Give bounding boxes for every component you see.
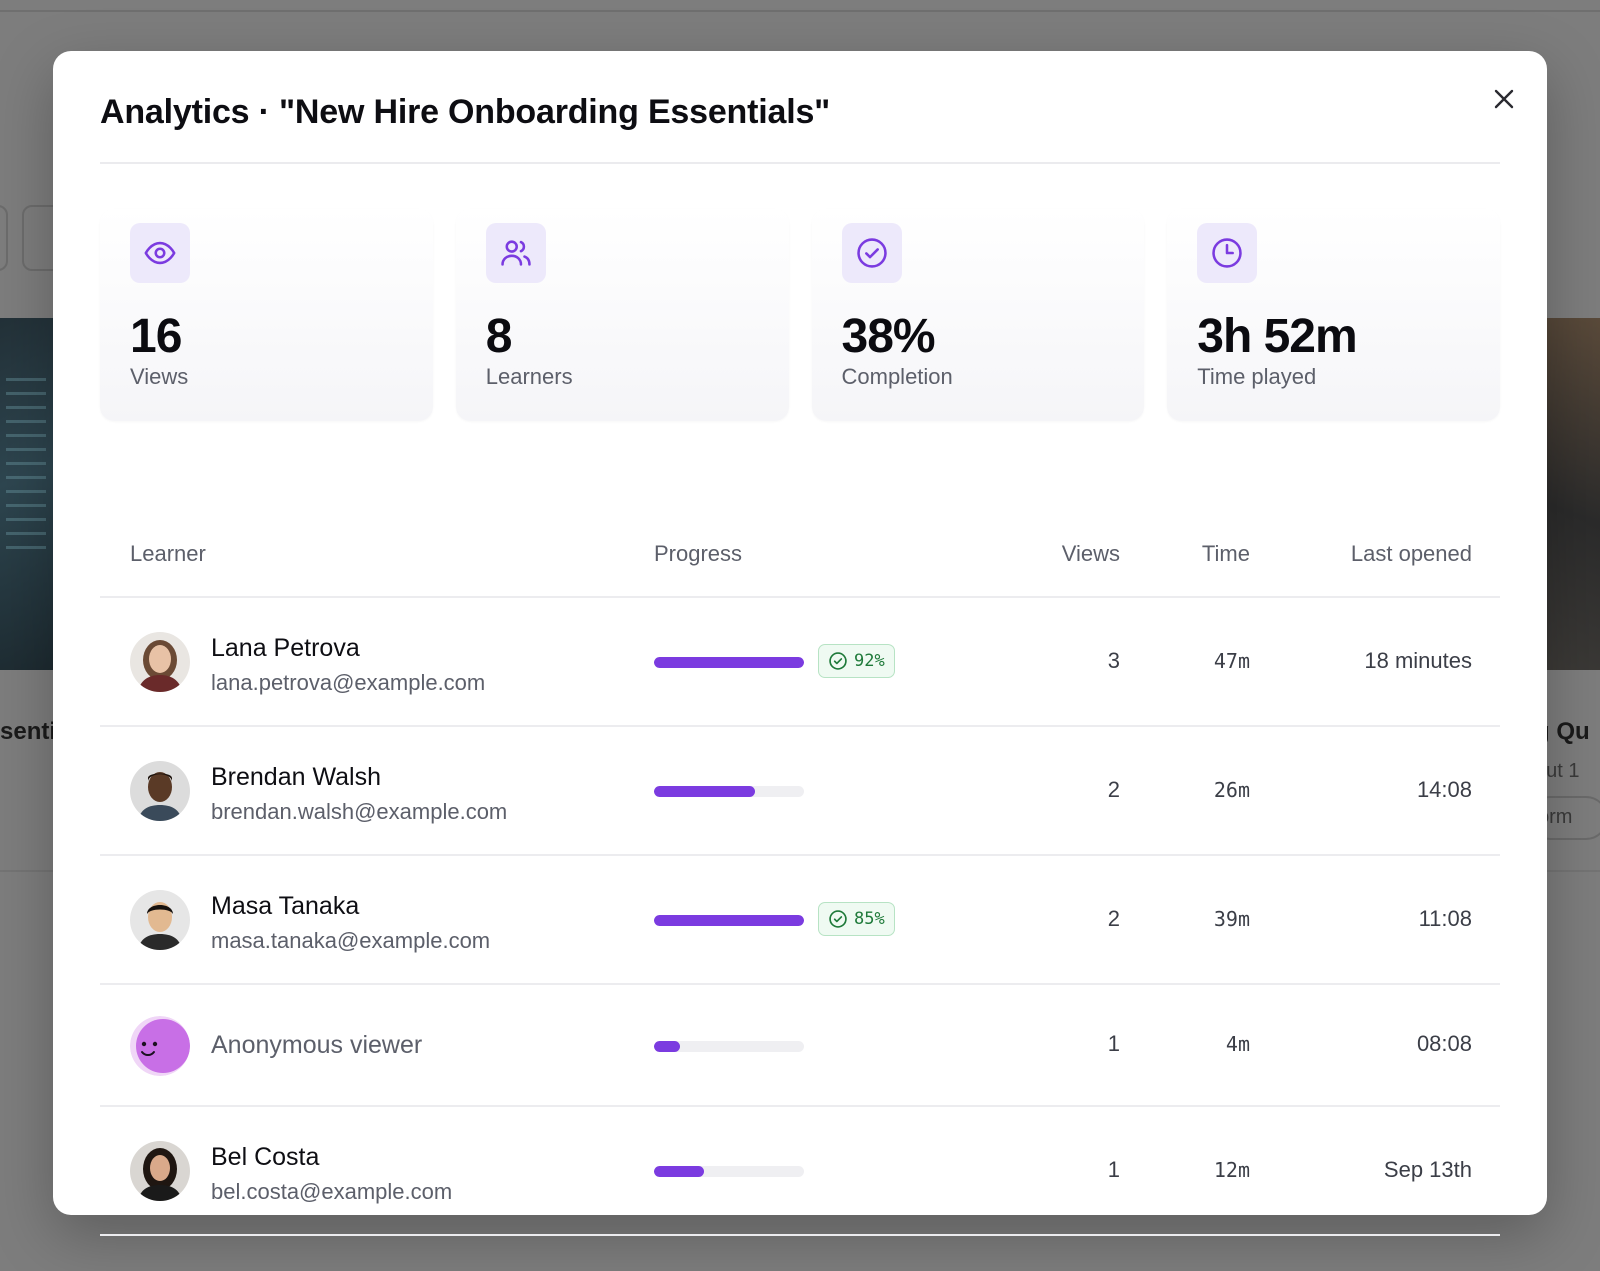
time-value: 4m <box>1225 1032 1250 1056</box>
table-header: Learner Progress Views Time Last opened <box>100 471 1500 598</box>
avatar <box>130 761 190 821</box>
stat-value: 38% <box>841 310 936 363</box>
users-icon <box>485 223 546 283</box>
learner-name: Anonymous viewer <box>211 1031 423 1059</box>
views-count: 1 <box>1107 1157 1120 1182</box>
time-value: 47m <box>1213 649 1250 673</box>
views-count: 2 <box>1107 906 1120 931</box>
learners-table: Learner Progress Views Time Last opened … <box>100 471 1500 1236</box>
table-row[interactable]: Brendan Walsh brendan.walsh@example.com … <box>100 727 1500 856</box>
modal-title: Analytics · "New Hire Onboarding Essenti… <box>100 93 831 131</box>
stat-value: 8 <box>485 310 513 363</box>
check-circle-icon <box>829 652 847 670</box>
table-row[interactable]: Bel Costa bel.costa@example.com 1 12m Se… <box>100 1107 1500 1236</box>
check-circle-icon <box>829 910 847 928</box>
completion-badge-value: 85% <box>854 909 885 929</box>
learner-name: Lana Petrova <box>211 634 360 662</box>
last-opened: 08:08 <box>1416 1031 1472 1056</box>
column-header-last-opened[interactable]: Last opened <box>1350 541 1472 566</box>
title-divider <box>100 162 1500 164</box>
eye-icon <box>130 223 190 283</box>
views-count: 1 <box>1107 1031 1120 1056</box>
progress-bar <box>654 1041 804 1052</box>
background-course-title: senti <box>0 718 57 745</box>
column-header-progress[interactable]: Progress <box>654 541 743 566</box>
stat-label: Views <box>130 364 189 389</box>
avatar <box>130 1141 190 1201</box>
stat-card-learners: 8 Learners <box>455 209 789 421</box>
last-opened: 14:08 <box>1416 777 1472 802</box>
table-row[interactable]: Masa Tanaka masa.tanaka@example.com 85% … <box>100 856 1500 985</box>
background-top-border <box>0 10 1600 12</box>
stat-value: 16 <box>130 310 182 363</box>
avatar <box>130 632 190 692</box>
close-button[interactable] <box>1486 81 1522 117</box>
stat-card-completion: 38% Completion <box>811 209 1145 421</box>
progress-bar-fill <box>654 1166 704 1177</box>
column-header-learner[interactable]: Learner <box>130 541 206 566</box>
learner-name: Masa Tanaka <box>211 892 360 920</box>
completion-badge-value: 92% <box>854 651 885 671</box>
background-filter-chip <box>0 205 8 271</box>
stat-value: 3h 52m <box>1197 310 1357 363</box>
background-course-thumbnail <box>0 318 60 670</box>
views-count: 3 <box>1107 648 1120 673</box>
progress-bar <box>654 1166 804 1177</box>
close-icon <box>1494 89 1514 109</box>
time-value: 39m <box>1213 907 1250 931</box>
progress-bar <box>654 915 804 926</box>
stat-card-time-played: 3h 52m Time played <box>1167 209 1500 421</box>
anonymous-avatar-icon <box>130 1016 190 1076</box>
learner-email: masa.tanaka@example.com <box>211 928 491 953</box>
stats-row: 16 Views 8 Learners 38% <box>100 209 1500 421</box>
completion-badge: 85% <box>818 902 895 936</box>
learner-name: Brendan Walsh <box>211 763 381 791</box>
learner-name: Bel Costa <box>211 1143 320 1171</box>
time-value: 12m <box>1213 1158 1250 1182</box>
completion-badge: 92% <box>818 644 895 678</box>
progress-bar-fill <box>654 915 804 926</box>
learner-email: brendan.walsh@example.com <box>211 799 508 824</box>
views-count: 2 <box>1107 777 1120 802</box>
stat-label: Completion <box>841 364 953 389</box>
progress-bar-fill <box>654 657 804 668</box>
progress-bar-fill <box>654 786 755 797</box>
learner-email: bel.costa@example.com <box>211 1179 453 1204</box>
stat-card-views: 16 Views <box>100 209 433 421</box>
column-header-time[interactable]: Time <box>1201 541 1250 566</box>
progress-bar <box>654 657 804 668</box>
check-circle-icon <box>841 223 902 283</box>
analytics-modal: Analytics · "New Hire Onboarding Essenti… <box>53 51 1547 1236</box>
learner-email: lana.petrova@example.com <box>211 670 486 695</box>
background-course-thumbnail <box>1540 318 1600 670</box>
progress-bar-fill <box>654 1041 680 1052</box>
table-row[interactable]: Anonymous viewer 1 4m 08:08 <box>100 985 1500 1107</box>
last-opened: 18 minutes <box>1364 648 1472 673</box>
progress-bar <box>654 786 804 797</box>
time-value: 26m <box>1213 778 1250 802</box>
last-opened: 11:08 <box>1418 906 1472 931</box>
avatar <box>130 890 190 950</box>
clock-icon <box>1197 223 1258 283</box>
column-header-views[interactable]: Views <box>1061 541 1120 566</box>
last-opened: Sep 13th <box>1383 1157 1472 1182</box>
stat-label: Time played <box>1197 364 1317 389</box>
stat-label: Learners <box>485 364 573 389</box>
table-row[interactable]: Lana Petrova lana.petrova@example.com 92… <box>100 598 1500 727</box>
